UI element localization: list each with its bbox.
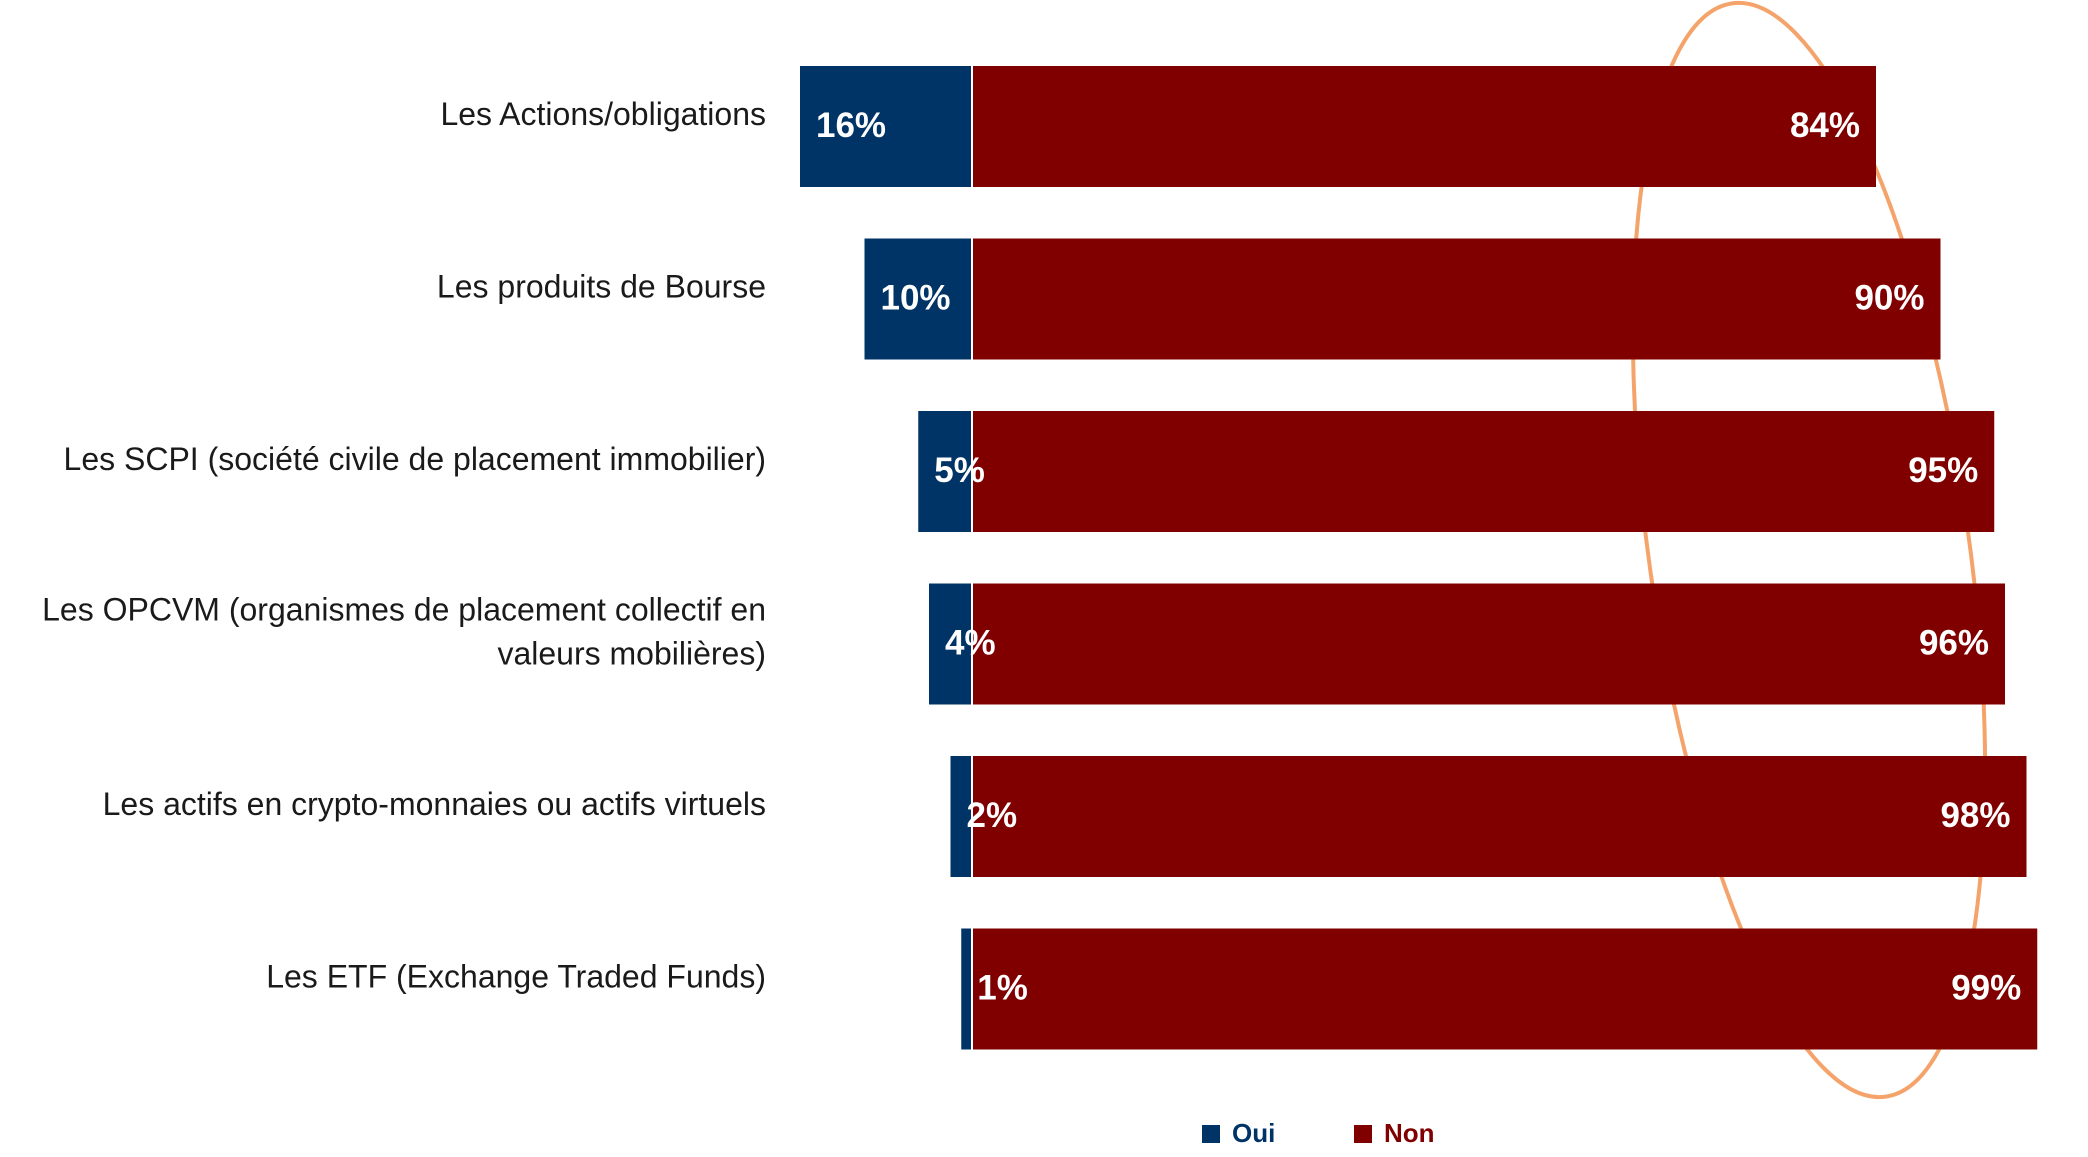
category-label-line: valeurs mobilières) (497, 635, 766, 671)
value-label-oui-les-actifs-en-crypto-monnaies-ou-actifs-: 2% (967, 796, 1018, 835)
value-label-non-les-produits-de-bourse: 90% (1854, 278, 1924, 317)
value-label-non-les-actions-obligations: 84% (1790, 106, 1860, 145)
value-label-non-les-actifs-en-crypto-monnaies-ou-actifs-: 98% (1940, 796, 2010, 835)
bar-non-les-actions-obligations (973, 66, 1876, 187)
value-label-oui-les-scpi-societe-civile-de-placement-imm: 5% (934, 451, 985, 490)
legend-swatch-non (1354, 1125, 1372, 1143)
value-labels-layer: 16% 84% 10% 90% 5% 95% 4% 96% 2% 98% 1% 99% (816, 106, 2021, 1008)
value-label-oui-les-etf-exchange-traded-funds: 1% (977, 968, 1028, 1007)
category-label-les-actifs-en-crypto-monnaies-ou-actifs-: Les actifs en crypto-monnaies ou actifs … (103, 786, 766, 822)
value-label-oui-les-produits-de-bourse: 10% (881, 278, 951, 317)
category-label-les-etf-exchange-traded-funds: Les ETF (Exchange Traded Funds) (266, 958, 766, 994)
category-label-line: Les Actions/obligations (440, 96, 766, 132)
category-label-line: Les produits de Bourse (437, 268, 766, 304)
category-label-les-opcvm-organismes-de-placement-collec: Les OPCVM (organismes de placement colle… (42, 591, 766, 671)
bar-non-les-opcvm-organismes-de-placement-collec (973, 583, 2005, 705)
legend-item-oui: Oui (1202, 1118, 1275, 1148)
legend-label-oui: Oui (1232, 1118, 1275, 1148)
legend: Oui Non (1202, 1118, 1435, 1148)
bars-layer (800, 66, 2038, 1050)
bar-oui-les-actions-obligations (800, 66, 972, 187)
bar-non-les-scpi-societe-civile-de-placement-imm (973, 411, 1995, 532)
bar-oui-les-actifs-en-crypto-monnaies-ou-actifs- (950, 756, 972, 877)
category-label-les-produits-de-bourse: Les produits de Bourse (437, 268, 766, 304)
bar-non-les-etf-exchange-traded-funds (973, 928, 2038, 1050)
category-label-line: Les SCPI (société civile de placement im… (64, 441, 766, 477)
bar-oui-les-opcvm-organismes-de-placement-collec (929, 583, 972, 705)
bar-oui-les-etf-exchange-traded-funds (961, 928, 972, 1050)
category-label-les-scpi-societe-civile-de-placement-imm: Les SCPI (société civile de placement im… (64, 441, 766, 477)
legend-label-non: Non (1384, 1118, 1435, 1148)
category-label-line: Les ETF (Exchange Traded Funds) (266, 958, 766, 994)
bar-oui-les-scpi-societe-civile-de-placement-imm (918, 411, 972, 532)
legend-swatch-oui (1202, 1125, 1220, 1143)
value-label-non-les-opcvm-organismes-de-placement-collec: 96% (1919, 623, 1989, 662)
value-label-oui-les-opcvm-organismes-de-placement-collec: 4% (945, 623, 996, 662)
bar-non-les-actifs-en-crypto-monnaies-ou-actifs- (973, 756, 2027, 877)
value-label-non-les-etf-exchange-traded-funds: 99% (1951, 968, 2021, 1007)
category-label-line: Les OPCVM (organismes de placement colle… (42, 591, 766, 627)
legend-item-non: Non (1354, 1118, 1435, 1148)
category-labels-layer: Les Actions/obligations Les produits de B… (42, 96, 766, 995)
category-label-line: Les actifs en crypto-monnaies ou actifs … (103, 786, 766, 822)
value-label-oui-les-actions-obligations: 16% (816, 106, 886, 145)
category-label-les-actions-obligations: Les Actions/obligations (440, 96, 766, 132)
bar-oui-les-produits-de-bourse (864, 238, 972, 360)
bar-non-les-produits-de-bourse (973, 238, 1941, 360)
value-label-non-les-scpi-societe-civile-de-placement-imm: 95% (1908, 451, 1978, 490)
